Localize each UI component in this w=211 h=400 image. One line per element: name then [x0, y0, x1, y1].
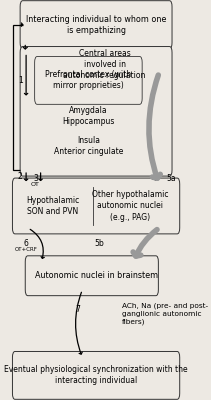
Text: 5b: 5b	[95, 239, 104, 248]
Text: OT: OT	[31, 182, 40, 186]
FancyBboxPatch shape	[12, 352, 180, 399]
Text: Other hypothalamic
autonomic nuclei
(e.g., PAG): Other hypothalamic autonomic nuclei (e.g…	[92, 190, 168, 222]
Text: Eventual physiological synchronization with the
interacting individual: Eventual physiological synchronization w…	[4, 365, 188, 386]
Text: ACh, Na (pre- and post-
ganglionic autonomic
fibers): ACh, Na (pre- and post- ganglionic auton…	[122, 303, 208, 325]
Text: 4: 4	[152, 174, 157, 182]
Text: 3: 3	[33, 174, 38, 182]
Text: Central areas
involved in
autonomic regulation: Central areas involved in autonomic regu…	[64, 49, 146, 80]
Text: Interacting individual to whom one
is empathizing: Interacting individual to whom one is em…	[26, 14, 166, 35]
Text: Hypothalamic
SON and PVN: Hypothalamic SON and PVN	[26, 196, 79, 216]
Text: OT+CRF: OT+CRF	[15, 247, 38, 252]
Text: Autonomic nuclei in brainstem: Autonomic nuclei in brainstem	[35, 271, 158, 280]
Text: 5a: 5a	[166, 174, 176, 182]
FancyBboxPatch shape	[12, 178, 180, 234]
Text: Insula
Anterior cingulate: Insula Anterior cingulate	[54, 136, 123, 156]
FancyBboxPatch shape	[20, 46, 172, 176]
Text: Amygdala
Hippocampus: Amygdala Hippocampus	[62, 106, 115, 126]
FancyBboxPatch shape	[25, 256, 158, 296]
Text: 6: 6	[24, 239, 28, 248]
Text: Prefrontal cortex (with
mirror proprieties): Prefrontal cortex (with mirror proprieti…	[45, 70, 131, 90]
FancyBboxPatch shape	[20, 1, 172, 48]
Text: 2: 2	[18, 172, 23, 180]
Text: 1: 1	[18, 76, 23, 85]
Text: 7: 7	[76, 305, 81, 314]
FancyBboxPatch shape	[35, 56, 142, 104]
